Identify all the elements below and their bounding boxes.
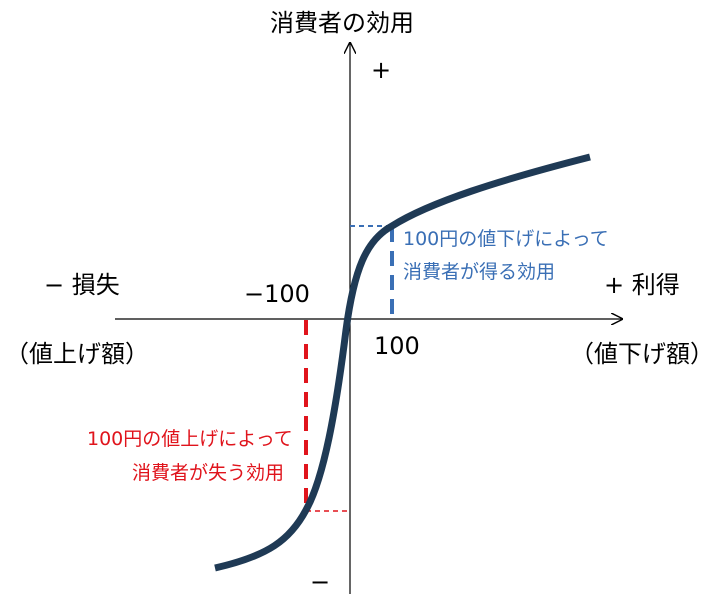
tick-negative-100: −100	[244, 280, 310, 308]
y-negative-sign: −	[310, 568, 331, 596]
x-negative-label: − 損失	[44, 271, 120, 299]
y-positive-sign: +	[371, 56, 392, 84]
x-negative-sub: （値上げ額）	[5, 340, 149, 368]
x-positive-label: + 利得	[604, 271, 680, 299]
loss-annotation-line2: 消費者が失う効用	[132, 462, 285, 484]
gain-annotation-line1: 100円の値下げによって	[403, 228, 609, 250]
x-positive-sub: （値下げ額）	[570, 340, 714, 368]
y-axis-title: 消費者の効用	[270, 9, 414, 37]
value-curve	[214, 153, 591, 572]
tick-positive-100: 100	[374, 332, 420, 360]
gain-annotation-line2: 消費者が得る効用	[403, 261, 556, 283]
loss-annotation-line1: 100円の値上げによって	[87, 428, 293, 450]
